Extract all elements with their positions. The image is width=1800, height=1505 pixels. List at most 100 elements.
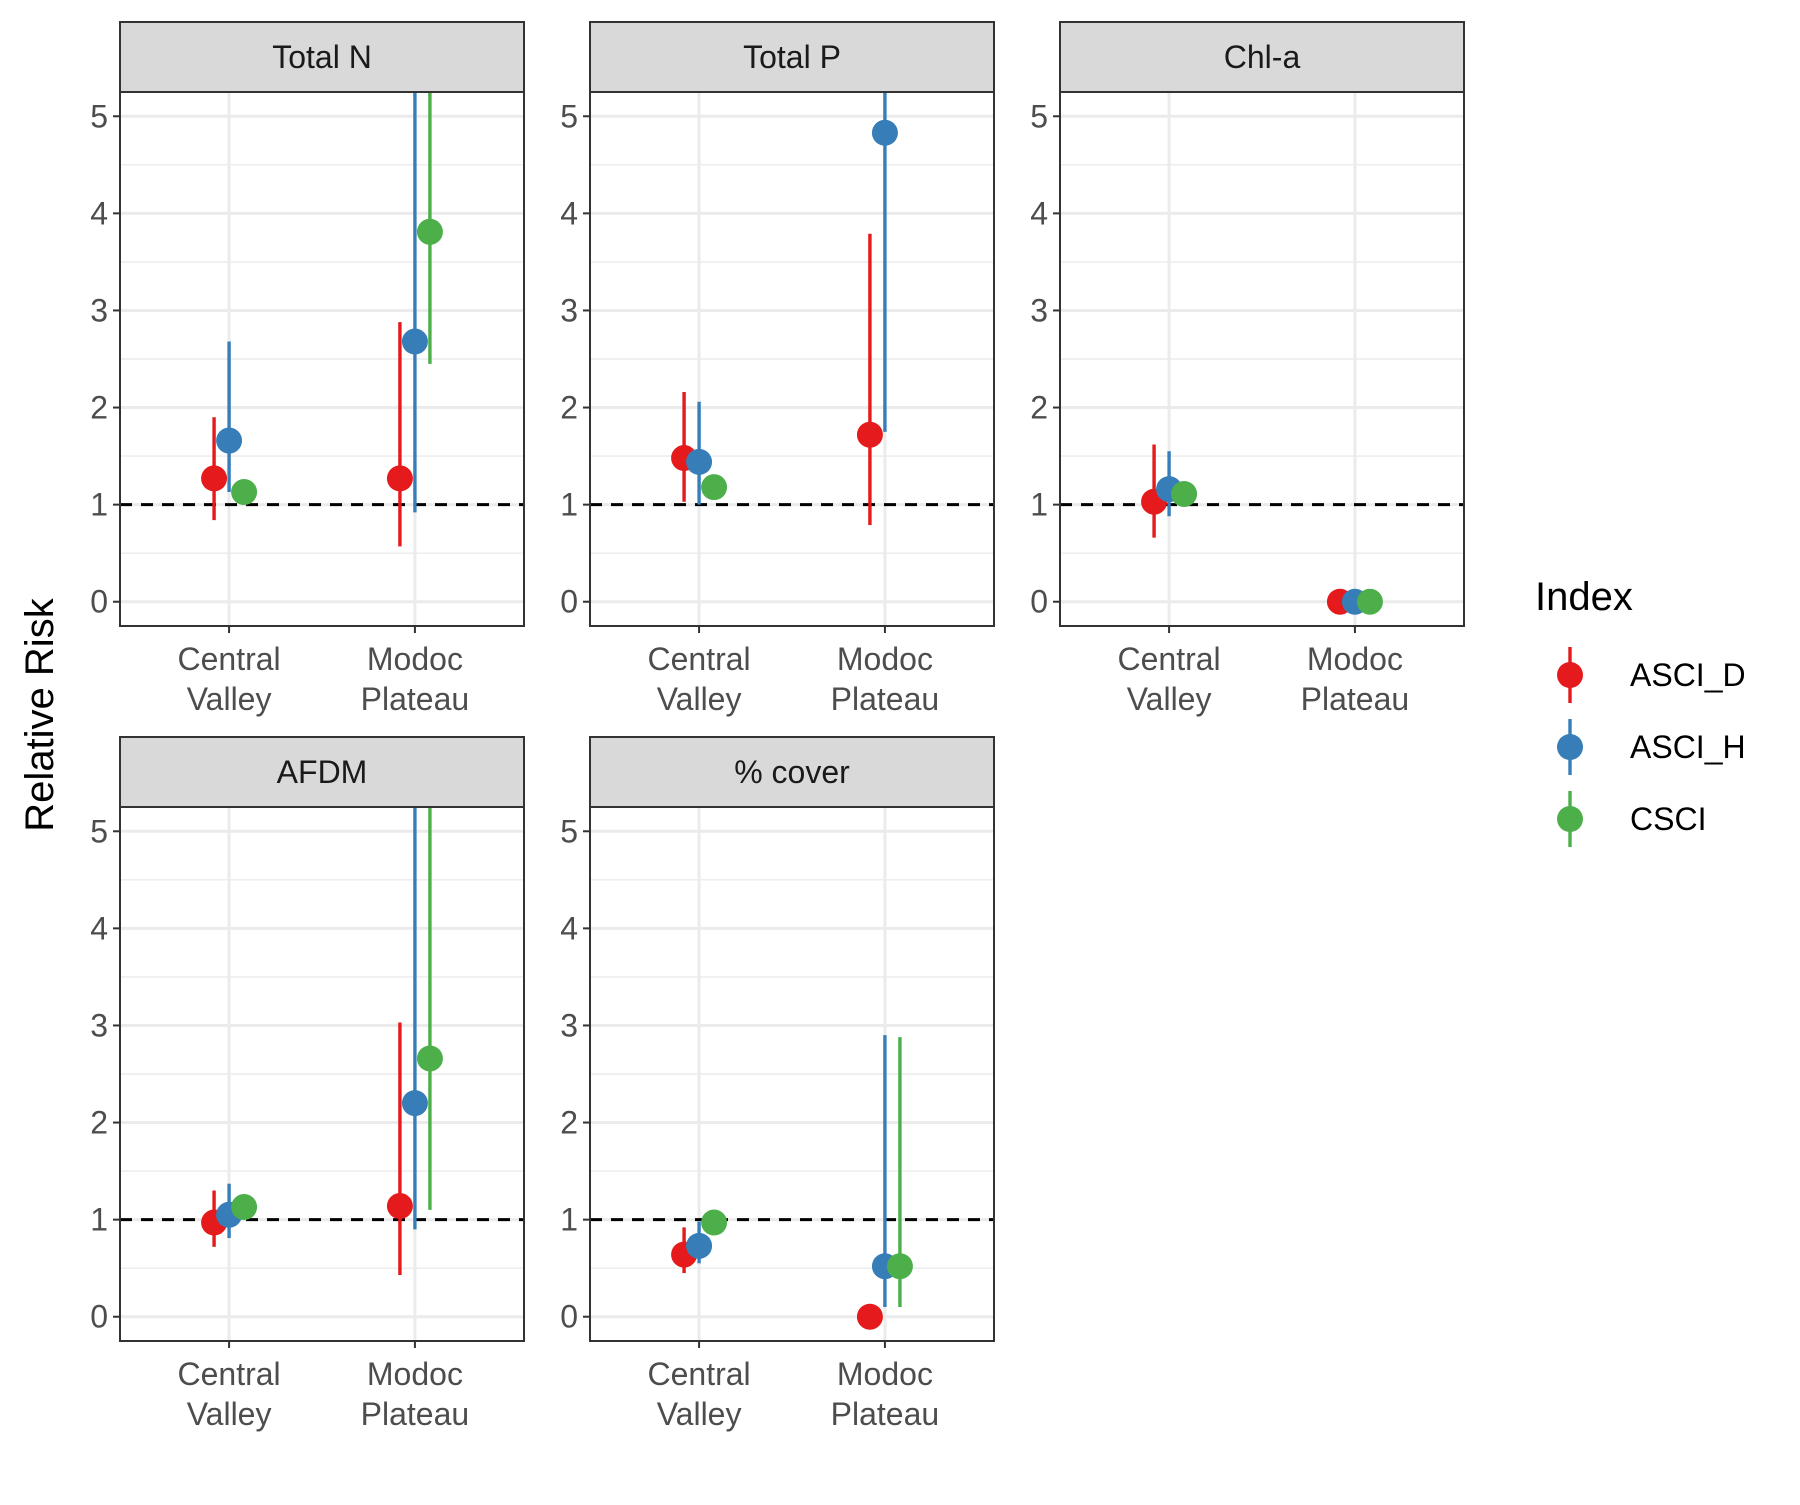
legend-label: ASCI_D <box>1630 657 1746 693</box>
data-point-asci_d <box>386 1193 413 1220</box>
panel-border <box>1059 91 1465 627</box>
legend: Index ASCI_D ASCI_H CSCI <box>1535 575 1746 847</box>
facet-title: Total P <box>743 39 841 75</box>
y-tick-label: 3 <box>560 292 578 328</box>
y-tick-label: 1 <box>560 487 578 523</box>
facet-strip <box>1059 21 1465 93</box>
data-layer <box>120 807 524 1275</box>
x-tick-label-line2: Valley <box>657 681 742 717</box>
data-point-csci <box>231 479 258 506</box>
data-point-asci_h <box>401 328 428 355</box>
x-tick-label-line1: Modoc <box>1307 641 1403 677</box>
y-tick-label: 0 <box>560 584 578 620</box>
x-tick-label-line2: Plateau <box>831 681 940 717</box>
y-tick-label: 5 <box>90 813 108 849</box>
y-tick-label: 5 <box>90 98 108 134</box>
y-tick-label: 1 <box>560 1202 578 1238</box>
y-tick-label: 2 <box>90 1105 108 1141</box>
facet-title: Total N <box>272 39 372 75</box>
x-tick-label-line2: Valley <box>1127 681 1212 717</box>
x-tick-label-line1: Central <box>178 1356 281 1392</box>
x-tick-label-line1: Modoc <box>837 1356 933 1392</box>
x-tick-label-line1: Central <box>1118 641 1221 677</box>
y-tick-label: 2 <box>90 390 108 426</box>
facet-panel: Total N 0 1 2 3 4 5 Central Valley Modoc Plateau <box>90 21 525 717</box>
data-point-csci <box>701 474 728 501</box>
data-point-asci_d <box>201 465 228 492</box>
facet-panel: Chl-a 0 1 2 3 4 5 Central Valley Modoc Plateau <box>1030 21 1465 717</box>
y-tick-label: 2 <box>560 1105 578 1141</box>
facet-title: AFDM <box>277 754 368 790</box>
panel-border <box>589 91 995 627</box>
data-point-asci_h <box>401 1090 428 1117</box>
x-tick-label-line1: Modoc <box>837 641 933 677</box>
y-tick-label: 3 <box>1030 292 1048 328</box>
data-point-asci_h <box>686 448 713 475</box>
data-point-asci_d <box>856 1303 883 1330</box>
legend-key-point <box>1557 806 1583 832</box>
x-tick-label-line2: Plateau <box>831 1396 940 1432</box>
panel-border <box>119 91 525 627</box>
y-tick-label: 3 <box>90 1007 108 1043</box>
y-tick-label: 3 <box>90 292 108 328</box>
data-point-csci <box>701 1209 728 1236</box>
x-tick-label-line2: Plateau <box>1301 681 1410 717</box>
y-tick-label: 0 <box>560 1299 578 1335</box>
data-point-csci <box>416 218 443 245</box>
legend-key-point <box>1557 734 1583 760</box>
y-tick-label: 5 <box>1030 98 1048 134</box>
x-tick-label-line1: Modoc <box>367 1356 463 1392</box>
y-tick-label: 4 <box>560 195 578 231</box>
data-point-asci_h <box>686 1232 713 1259</box>
legend-title: Index <box>1535 575 1633 619</box>
y-tick-label: 2 <box>1030 390 1048 426</box>
data-point-asci_d <box>856 421 883 448</box>
data-point-asci_h <box>871 119 898 146</box>
data-layer <box>590 1035 994 1330</box>
legend-key-point <box>1557 662 1583 688</box>
y-tick-label: 4 <box>560 910 578 946</box>
y-tick-label: 5 <box>560 98 578 134</box>
facet-strip <box>119 736 525 808</box>
x-tick-label-line2: Valley <box>187 681 272 717</box>
y-tick-label: 1 <box>90 1202 108 1238</box>
y-tick-label: 3 <box>560 1007 578 1043</box>
data-layer <box>1060 444 1464 615</box>
x-tick-label-line2: Valley <box>657 1396 742 1432</box>
panel-border <box>119 806 525 1342</box>
x-tick-label-line2: Valley <box>187 1396 272 1432</box>
x-tick-label-line2: Plateau <box>361 1396 470 1432</box>
facet-panel: AFDM 0 1 2 3 4 5 Central Valley Modoc Plateau <box>90 736 525 1432</box>
y-tick-label: 2 <box>560 390 578 426</box>
y-tick-label: 1 <box>1030 487 1048 523</box>
data-point-csci <box>1356 588 1383 615</box>
x-tick-label-line1: Central <box>178 641 281 677</box>
legend-label: CSCI <box>1630 801 1706 837</box>
data-layer <box>120 92 524 547</box>
x-tick-label-line1: Central <box>648 1356 751 1392</box>
facet-title: Chl-a <box>1224 39 1301 75</box>
data-point-asci_d <box>386 465 413 492</box>
y-tick-label: 4 <box>90 195 108 231</box>
panel-border <box>589 806 995 1342</box>
y-tick-label: 0 <box>90 584 108 620</box>
y-axis-title: Relative Risk <box>18 597 62 831</box>
y-tick-label: 0 <box>90 1299 108 1335</box>
facet-panel: Total P 0 1 2 3 4 5 Central Valley Modoc Plateau <box>560 21 995 717</box>
data-point-csci <box>886 1253 913 1280</box>
x-tick-label-line1: Central <box>648 641 751 677</box>
legend-label: ASCI_H <box>1630 729 1746 765</box>
facet-strip <box>589 21 995 93</box>
data-point-asci_h <box>216 427 243 454</box>
data-layer <box>590 92 994 526</box>
facet-title: % cover <box>734 754 850 790</box>
data-point-csci <box>1171 480 1198 507</box>
data-point-csci <box>416 1045 443 1072</box>
y-tick-label: 5 <box>560 813 578 849</box>
x-tick-label-line2: Plateau <box>361 681 470 717</box>
x-tick-label-line1: Modoc <box>367 641 463 677</box>
y-tick-label: 4 <box>90 910 108 946</box>
y-tick-label: 0 <box>1030 584 1048 620</box>
